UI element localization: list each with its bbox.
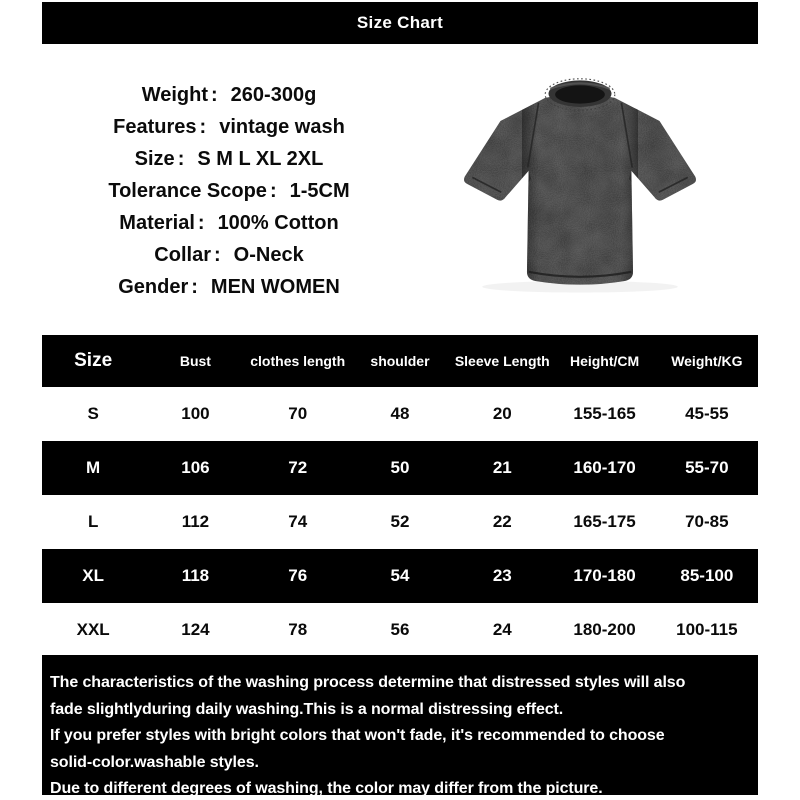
info-line-gender: Gender: MEN WOMEN — [38, 271, 420, 303]
info-label: Gender — [118, 276, 189, 298]
cell-weight: 55-70 — [685, 458, 729, 477]
info-value: vintage wash — [219, 116, 345, 138]
info-value: 1-5CM — [289, 180, 350, 202]
cell-shoulder: 52 — [390, 512, 410, 531]
table-row-s: S 100 70 48 20 155-165 45-55 — [42, 387, 758, 441]
info-line-material: Material:100% Cotton — [38, 207, 420, 239]
info-label: Material — [119, 212, 195, 234]
note-line: solid-color.washable styles. — [50, 753, 259, 771]
cell-size-label: S — [87, 404, 99, 423]
info-value: MEN WOMEN — [210, 276, 340, 298]
cell-bust: 100 — [181, 404, 210, 423]
cell-shoulder: 54 — [390, 566, 410, 585]
info-label: Size — [134, 148, 175, 170]
note-line: The characteristics of the washing proce… — [50, 674, 686, 691]
cell-height: 180-200 — [573, 620, 636, 639]
table-row-l: L 112 74 52 22 165-175 70-85 — [42, 495, 758, 549]
cell-clothes-length: 72 — [288, 458, 308, 477]
info-label: Weight — [141, 84, 208, 106]
note-line: Due to different degrees of washing, the… — [50, 780, 603, 795]
col-header-size: Size — [74, 350, 113, 371]
table-row-m: M 106 72 50 21 160-170 55-70 — [42, 441, 758, 495]
info-line-weight: Weight:260-300g — [38, 79, 420, 111]
page-title: Size Chart — [356, 13, 444, 32]
cell-shoulder: 50 — [390, 458, 410, 477]
info-label: Tolerance Scope — [108, 180, 267, 202]
cell-bust: 118 — [181, 566, 210, 585]
info-value: 100% Cotton — [217, 212, 339, 234]
col-header-sleeve-length: Sleeve Length — [454, 353, 550, 369]
info-separator: : — [269, 180, 277, 202]
col-header-shoulder: shoulder — [370, 353, 430, 369]
product-info-block: Weight:260-300g Features: vintage wash Si… — [38, 79, 420, 303]
note-line: If you prefer styles with bright colors … — [50, 727, 665, 744]
info-separator: : — [177, 148, 185, 170]
cell-sleeve-length: 24 — [492, 620, 512, 639]
cell-bust: 106 — [181, 458, 210, 477]
cell-clothes-length: 76 — [288, 566, 308, 585]
cell-sleeve-length: 20 — [492, 404, 512, 423]
table-row-xl: XL 118 76 54 23 170-180 85-100 — [42, 549, 758, 603]
info-line-collar: Collar: O-Neck — [38, 239, 420, 271]
info-separator: : — [199, 116, 207, 138]
cell-clothes-length: 74 — [288, 512, 308, 531]
col-header-bust: Bust — [179, 353, 211, 369]
info-line-tolerance: Tolerance Scope:1-5CM — [38, 175, 420, 207]
cell-shoulder: 56 — [390, 620, 410, 639]
tshirt-product-image — [445, 68, 715, 300]
cell-weight: 70-85 — [685, 512, 729, 531]
cell-size-label: L — [87, 512, 99, 531]
info-separator: : — [191, 276, 198, 298]
col-header-height: Height/CM — [569, 353, 640, 369]
cell-height: 160-170 — [573, 458, 636, 477]
info-value: S M L XL 2XL — [197, 148, 324, 170]
cell-shoulder: 48 — [390, 404, 410, 423]
cell-bust: 112 — [181, 512, 210, 531]
cell-sleeve-length: 23 — [492, 566, 512, 585]
info-separator: : — [211, 84, 218, 106]
note-line: fade slightlyduring daily washing.This i… — [50, 700, 564, 718]
title-bar: Size Chart — [42, 2, 758, 44]
info-line-features: Features: vintage wash — [38, 111, 420, 143]
info-separator: : — [197, 212, 205, 234]
cell-height: 165-175 — [573, 512, 636, 531]
cell-size-label: XL — [82, 566, 104, 585]
washing-notes-box: The characteristics of the washing proce… — [42, 655, 758, 795]
col-header-weight: Weight/KG — [671, 353, 743, 369]
cell-size-label: XXL — [76, 620, 110, 639]
cell-sleeve-length: 21 — [492, 458, 512, 477]
collar — [544, 78, 616, 111]
cell-weight: 85-100 — [680, 566, 734, 585]
cell-bust: 124 — [181, 620, 210, 639]
cell-size-label: M — [86, 458, 101, 477]
info-line-size: Size: S M L XL 2XL — [38, 143, 420, 175]
cell-clothes-length: 70 — [288, 404, 308, 423]
cell-height: 155-165 — [573, 404, 636, 423]
table-row-xxl: XXL 124 78 56 24 180-200 100-115 — [42, 603, 758, 657]
cell-weight: 100-115 — [676, 620, 738, 639]
size-table: Size Bust clothes length shoulder Sleeve… — [42, 335, 758, 657]
cell-clothes-length: 78 — [288, 620, 308, 639]
col-header-clothes-length: clothes length — [250, 353, 346, 369]
info-label: Collar — [154, 244, 211, 266]
info-separator: : — [213, 244, 221, 266]
info-value: 260-300g — [230, 84, 317, 106]
cell-weight: 45-55 — [685, 404, 729, 423]
cell-sleeve-length: 22 — [492, 512, 512, 531]
info-value: O-Neck — [233, 244, 304, 266]
info-label: Features — [113, 116, 197, 138]
size-table-header: Size Bust clothes length shoulder Sleeve… — [42, 335, 758, 387]
cell-height: 170-180 — [573, 566, 636, 585]
